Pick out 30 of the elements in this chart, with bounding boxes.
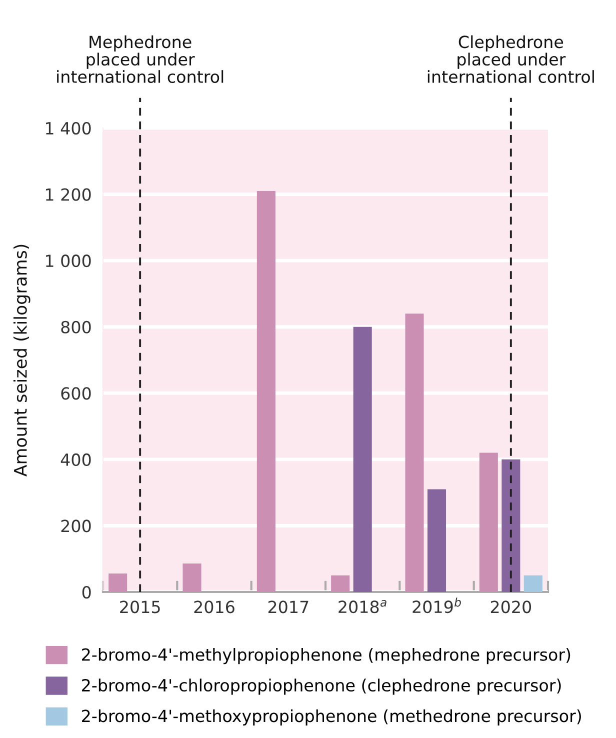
y-tick-label: 200 xyxy=(61,520,91,532)
y-tick-label: 600 xyxy=(61,387,91,400)
y-tick-label: 1 200 xyxy=(46,188,91,201)
bar xyxy=(502,459,520,592)
legend-label: 2-bromo-4'-chloropropiophenone (clephedrone precursor) xyxy=(82,678,561,695)
bar xyxy=(182,563,202,592)
bar xyxy=(427,489,446,592)
bar xyxy=(405,314,424,592)
y-tick-label: 400 xyxy=(60,453,91,466)
y-tick-label: 0 xyxy=(82,586,91,599)
legend-label: 2-bromo-4'-methylpropiophenone (mephedrone precursor) xyxy=(82,648,570,664)
y-tick-label: 800 xyxy=(61,320,91,334)
bar xyxy=(331,575,350,592)
y-tick-label: 1 400 xyxy=(46,122,91,135)
ref-line-label: Clephedrone placed under international control xyxy=(428,35,594,84)
ref-line-label: Mephedrone placed under international control xyxy=(57,35,224,84)
x-tick-label: 2018$^{a}$ xyxy=(338,600,386,614)
x-tick-label: 2016 xyxy=(194,600,234,614)
y-tick-label: 1 000 xyxy=(46,254,91,268)
bar xyxy=(524,575,542,592)
y-axis-title: Amount seized (kilograms) xyxy=(13,244,30,476)
bar xyxy=(108,573,128,592)
x-tick-label: 2015 xyxy=(120,600,160,614)
bar xyxy=(479,452,498,592)
x-tick-label: 2017 xyxy=(268,600,308,614)
bar xyxy=(256,190,276,592)
x-tick-label: 2019$^{b}$ xyxy=(412,598,461,614)
legend-label: 2-bromo-4'-methoxypropiophenone (methedrone precursor) xyxy=(82,709,581,726)
x-tick-label: 2020 xyxy=(490,600,532,614)
bar xyxy=(353,326,372,592)
